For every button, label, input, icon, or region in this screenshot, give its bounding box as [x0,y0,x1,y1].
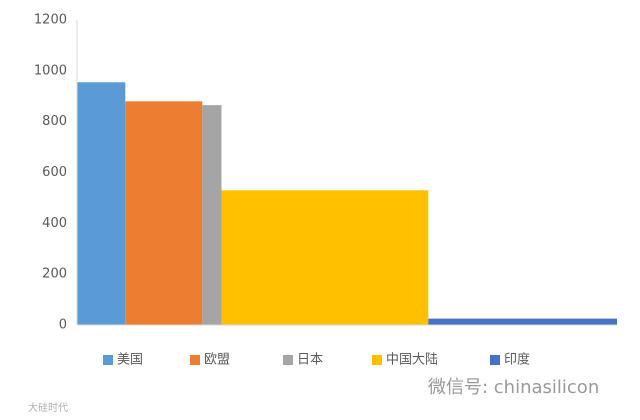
legend-label: 欧盟 [204,353,230,368]
y-tick-label: 400 [42,216,67,231]
y-tick-label: 800 [42,114,67,129]
y-tick-label: 200 [42,267,67,282]
legend-swatch [283,355,293,365]
y-tick-label: 1200 [34,13,67,28]
y-tick-label: 600 [42,165,67,180]
y-tick-label: 0 [59,318,67,333]
y-tick-label: 1000 [34,63,67,78]
corner-mark: 大硅时代 [28,401,68,414]
legend-swatch [490,355,500,365]
bar [221,190,429,325]
legend-swatch [103,355,113,365]
legend-label: 日本 [297,353,323,368]
bar [428,318,617,325]
legend-label: 中国大陆 [386,352,438,368]
legend-label: 美国 [117,353,143,368]
legend-label: 印度 [504,352,530,368]
bar [202,105,222,325]
bar [125,101,203,325]
bar [77,82,126,325]
legend-swatch [190,355,200,365]
legend-swatch [372,355,382,365]
watermark: 微信号: chinasilicon [428,377,599,398]
